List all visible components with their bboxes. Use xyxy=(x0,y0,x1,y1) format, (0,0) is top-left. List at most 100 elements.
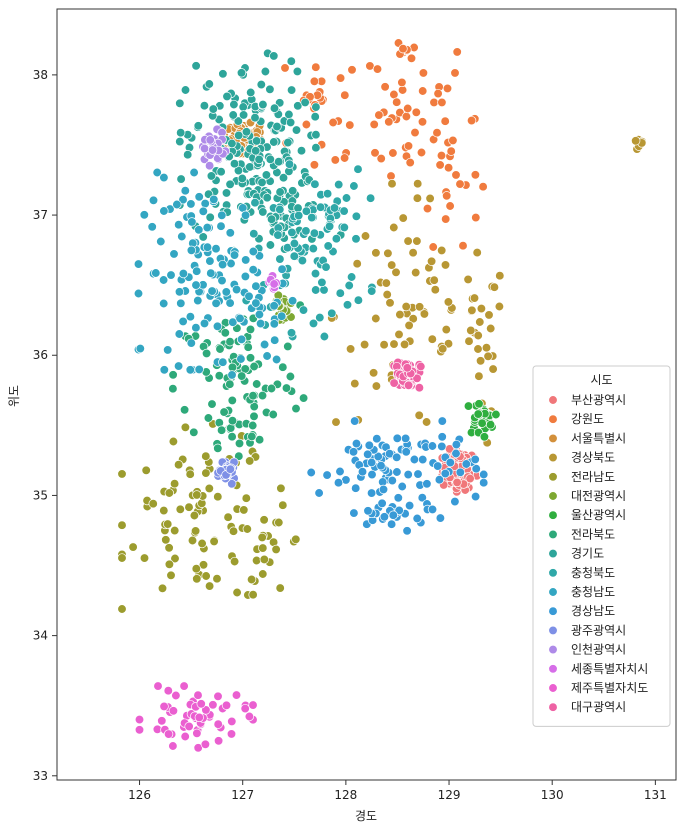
data-point xyxy=(429,275,439,285)
data-point xyxy=(201,468,211,478)
data-point xyxy=(298,393,309,403)
data-point xyxy=(271,354,282,365)
data-point xyxy=(179,405,190,415)
data-point xyxy=(371,381,382,391)
data-point xyxy=(297,255,308,266)
data-point xyxy=(172,199,182,210)
data-point xyxy=(410,127,420,138)
data-point xyxy=(190,526,201,536)
legend-marker xyxy=(548,452,558,463)
data-point xyxy=(363,449,373,459)
data-point xyxy=(236,334,247,344)
data-point xyxy=(169,479,180,489)
data-point xyxy=(373,451,383,462)
data-point xyxy=(134,725,145,735)
data-point xyxy=(339,206,349,216)
data-point xyxy=(139,210,149,220)
data-point xyxy=(148,195,159,205)
data-point xyxy=(474,399,484,409)
data-point xyxy=(213,492,223,502)
data-point xyxy=(374,110,384,120)
data-point xyxy=(234,438,245,449)
data-point xyxy=(473,344,483,354)
data-point xyxy=(311,102,321,112)
data-point xyxy=(435,513,446,523)
data-point xyxy=(206,171,217,181)
data-point xyxy=(269,301,279,311)
data-point xyxy=(204,581,215,591)
data-point xyxy=(328,117,338,128)
y-tick-label: 33 xyxy=(33,769,48,783)
data-point xyxy=(300,97,310,108)
legend-label: 서울특별시 xyxy=(571,431,626,445)
data-point xyxy=(194,192,204,202)
data-point xyxy=(308,318,319,329)
legend-box xyxy=(532,365,671,727)
data-point xyxy=(229,159,240,169)
data-point xyxy=(191,280,201,290)
data-point xyxy=(360,231,371,241)
data-point xyxy=(276,483,286,493)
data-point xyxy=(483,351,493,361)
data-point xyxy=(422,203,433,214)
data-point xyxy=(322,189,333,199)
data-point xyxy=(275,187,285,197)
data-point xyxy=(471,464,481,474)
data-point xyxy=(260,66,271,77)
data-point xyxy=(268,409,278,420)
data-point xyxy=(265,154,275,164)
data-point xyxy=(187,217,197,227)
data-point xyxy=(401,447,411,457)
data-point xyxy=(235,313,245,324)
data-point xyxy=(291,125,302,135)
data-point xyxy=(236,354,246,364)
data-point xyxy=(238,102,248,112)
legend-marker xyxy=(548,529,558,540)
data-point xyxy=(193,690,203,700)
data-point xyxy=(192,728,202,738)
data-point xyxy=(351,483,361,493)
data-point xyxy=(173,361,184,371)
data-point xyxy=(191,323,201,333)
data-point xyxy=(236,68,247,78)
data-point xyxy=(441,214,451,224)
data-point xyxy=(352,259,362,269)
data-point xyxy=(394,329,404,340)
data-point xyxy=(284,109,294,120)
data-point xyxy=(277,264,287,274)
data-point xyxy=(269,319,279,329)
legend-marker xyxy=(548,395,558,405)
data-point xyxy=(175,136,185,147)
data-point xyxy=(174,287,185,297)
data-point xyxy=(350,416,360,426)
data-point xyxy=(141,465,151,475)
data-point xyxy=(445,201,455,211)
data-point xyxy=(283,341,293,352)
data-point xyxy=(402,363,412,373)
data-point xyxy=(152,167,162,178)
data-point xyxy=(443,297,454,307)
data-point xyxy=(277,311,287,321)
data-point xyxy=(381,278,391,288)
data-point xyxy=(158,275,169,285)
data-point xyxy=(309,228,320,238)
data-point xyxy=(388,510,398,520)
y-tick-label: 34 xyxy=(33,629,48,643)
x-tick-label: 130 xyxy=(541,788,564,802)
data-point xyxy=(199,101,210,111)
data-point xyxy=(433,461,443,471)
data-point xyxy=(417,117,428,127)
data-point xyxy=(310,268,321,279)
data-point xyxy=(389,339,399,349)
data-point xyxy=(452,477,462,488)
data-point xyxy=(488,364,498,374)
data-point xyxy=(347,65,357,75)
data-point xyxy=(489,282,500,292)
data-point xyxy=(471,212,481,223)
data-point xyxy=(345,344,356,354)
data-point xyxy=(244,291,254,301)
data-point xyxy=(164,543,174,553)
data-point xyxy=(245,162,255,172)
data-point xyxy=(310,112,320,122)
data-point xyxy=(135,343,145,354)
